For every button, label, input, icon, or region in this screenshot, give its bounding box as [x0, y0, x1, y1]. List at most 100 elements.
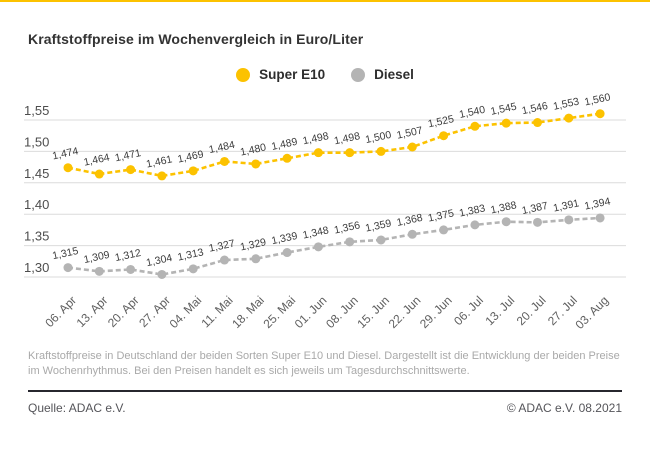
x-axis-label: 11. Mai [199, 293, 236, 330]
x-axis-label: 13. Jul [482, 293, 517, 328]
data-point-label-diesel: 1,359 [364, 217, 392, 234]
x-axis-label: 06. Apr [42, 293, 79, 330]
data-point-label-diesel: 1,356 [333, 219, 361, 236]
data-point-label-super-e10: 1,540 [458, 104, 486, 121]
data-point-label-super-e10: 1,507 [396, 124, 424, 141]
y-axis-tick-label: 1,50 [24, 134, 49, 149]
data-point-super-e10 [94, 169, 104, 179]
data-point-diesel [439, 225, 449, 235]
data-point-diesel [94, 266, 104, 276]
x-axis-label: 20. Apr [105, 293, 142, 330]
data-point-super-e10 [439, 131, 449, 141]
data-point-diesel [63, 263, 73, 273]
separator-line [28, 390, 622, 392]
x-axis-label: 13. Apr [74, 293, 111, 330]
x-axis-label: 20. Jul [514, 293, 549, 328]
legend-label-diesel: Diesel [374, 67, 414, 82]
diesel-dot-icon [351, 67, 366, 82]
chart-legend: Super E10 Diesel [0, 67, 650, 82]
x-axis-label: 18. Mai [229, 293, 267, 331]
data-point-label-diesel: 1,313 [176, 246, 204, 263]
data-point-label-super-e10: 1,498 [302, 130, 330, 147]
data-point-label-diesel: 1,309 [83, 249, 111, 266]
data-point-super-e10 [470, 121, 480, 131]
data-point-label-diesel: 1,304 [145, 252, 173, 269]
data-point-label-diesel: 1,327 [208, 237, 236, 254]
data-point-label-diesel: 1,375 [427, 207, 455, 224]
data-point-super-e10 [157, 171, 167, 181]
data-point-diesel [220, 255, 229, 265]
data-point-label-diesel: 1,383 [458, 202, 486, 219]
data-point-super-e10 [345, 148, 355, 158]
chart-description: Kraftstoffpreise in Deutschland der beid… [28, 350, 620, 378]
data-point-label-diesel: 1,315 [51, 245, 79, 262]
data-point-super-e10 [501, 118, 511, 128]
data-point-diesel [282, 248, 292, 258]
data-point-super-e10 [188, 166, 198, 176]
data-point-diesel [251, 254, 261, 264]
series-line-diesel [67, 216, 601, 276]
data-point-label-super-e10: 1,553 [552, 96, 580, 113]
page-title: Kraftstoffpreise im Wochenvergleich in E… [28, 31, 364, 47]
data-point-label-super-e10: 1,471 [114, 147, 142, 164]
data-point-super-e10 [376, 146, 386, 156]
data-point-diesel [313, 242, 323, 252]
data-point-diesel [157, 269, 167, 279]
copyright-note: © ADAC e.V. 08.2021 [506, 401, 622, 415]
legend-item-super-e10: Super E10 [236, 67, 325, 82]
legend-label-super-e10: Super E10 [259, 67, 326, 82]
data-point-label-diesel: 1,387 [521, 200, 549, 217]
data-point-label-super-e10: 1,489 [270, 136, 298, 153]
data-point-label-diesel: 1,394 [583, 195, 611, 212]
data-point-diesel [564, 215, 574, 225]
data-point-super-e10 [126, 165, 136, 175]
y-axis-tick-label: 1,55 [24, 103, 49, 118]
legend-item-diesel: Diesel [351, 67, 414, 82]
data-point-label-diesel: 1,388 [489, 199, 517, 216]
data-point-label-super-e10: 1,498 [333, 130, 361, 147]
x-axis-label: 08. Jun [323, 293, 361, 331]
data-point-super-e10 [407, 142, 417, 152]
data-point-label-super-e10: 1,545 [489, 101, 517, 118]
data-point-label-super-e10: 1,546 [521, 100, 549, 117]
y-axis-tick-label: 1,40 [24, 197, 49, 212]
x-axis-label: 04. Mai [167, 293, 205, 331]
data-point-label-super-e10: 1,484 [208, 139, 236, 156]
x-axis-label: 22. Jun [386, 293, 424, 331]
y-axis-tick-label: 1,35 [24, 229, 49, 244]
data-point-super-e10 [564, 113, 574, 123]
data-point-label-super-e10: 1,461 [145, 153, 173, 170]
top-accent-bar [0, 0, 650, 2]
source-note: Quelle: ADAC e.V. [28, 401, 126, 415]
y-axis-tick-label: 1,30 [24, 260, 49, 275]
data-point-label-super-e10: 1,500 [364, 129, 392, 146]
data-point-label-super-e10: 1,480 [239, 141, 267, 158]
data-point-diesel [407, 229, 417, 239]
data-point-super-e10 [220, 156, 229, 166]
data-point-super-e10 [533, 118, 542, 128]
data-point-super-e10 [63, 163, 73, 173]
data-point-label-super-e10: 1,474 [51, 145, 79, 162]
data-point-diesel [345, 237, 355, 247]
data-point-super-e10 [251, 159, 261, 169]
data-point-label-diesel: 1,391 [552, 197, 580, 214]
y-axis-tick-label: 1,45 [24, 166, 49, 181]
data-point-label-diesel: 1,339 [270, 230, 298, 247]
data-point-diesel [376, 235, 386, 245]
data-point-label-diesel: 1,348 [302, 224, 330, 241]
data-point-super-e10 [313, 148, 323, 158]
data-point-label-diesel: 1,368 [396, 212, 424, 229]
data-point-diesel [188, 264, 198, 274]
data-point-label-super-e10: 1,560 [583, 91, 611, 108]
series-line-super-e10 [67, 112, 601, 178]
x-axis-label: 06. Jul [451, 293, 486, 328]
x-axis-label: 01. Jun [292, 293, 330, 331]
data-point-diesel [470, 220, 480, 230]
x-axis-label: 27. Apr [136, 293, 173, 330]
data-point-diesel [501, 217, 511, 227]
x-axis-label: 15. Jun [354, 293, 392, 331]
data-point-diesel [595, 213, 605, 223]
x-axis-label: 03. Aug [573, 293, 612, 332]
